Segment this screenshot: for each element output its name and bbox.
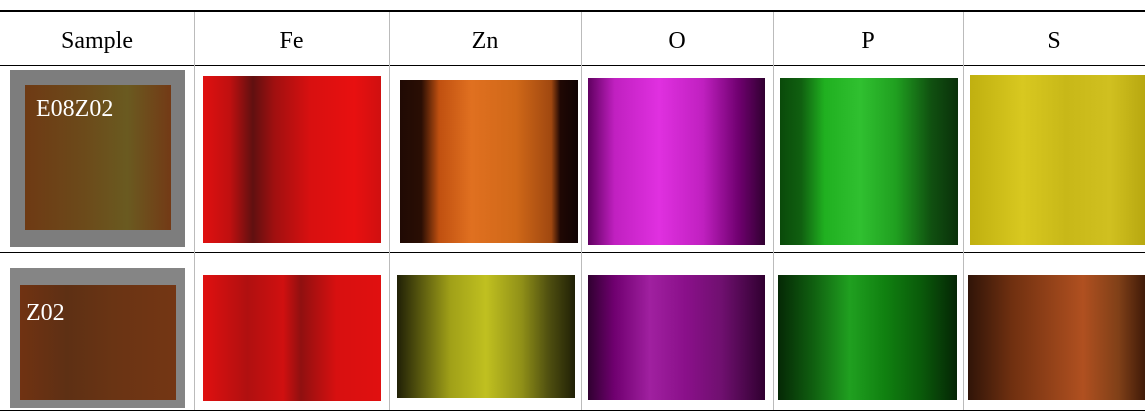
zn-map (397, 275, 575, 398)
col-divider (963, 12, 964, 410)
sample-photo (25, 85, 171, 230)
row-rule (0, 252, 1145, 253)
o-map (588, 275, 765, 400)
p-map (778, 275, 957, 400)
bottom-rule (0, 410, 1145, 411)
top-rule (0, 10, 1145, 12)
col-divider (773, 12, 774, 410)
col-divider (194, 12, 195, 410)
zn-map (400, 80, 578, 243)
sample-label: E08Z02 (36, 96, 114, 122)
column-header: P (861, 28, 875, 54)
column-header: Zn (471, 28, 499, 54)
column-header: Sample (61, 28, 133, 54)
col-divider (389, 12, 390, 410)
fe-map (203, 76, 381, 243)
header-rule (0, 65, 1145, 66)
fe-map (203, 275, 381, 401)
column-header: Fe (279, 28, 304, 54)
sample-label: Z02 (26, 300, 65, 326)
column-header: S (1047, 28, 1061, 54)
col-divider (581, 12, 582, 410)
s-map (968, 275, 1145, 400)
o-map (588, 78, 765, 245)
sample-photo (20, 285, 176, 400)
p-map (780, 78, 958, 245)
column-header: O (668, 28, 686, 54)
s-map (970, 75, 1145, 245)
